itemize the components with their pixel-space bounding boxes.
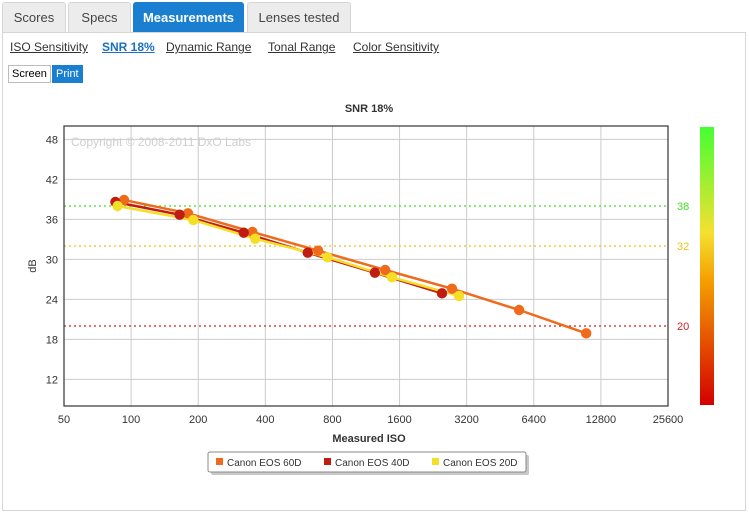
- screen-view-button[interactable]: Screen: [8, 65, 51, 83]
- tab-scores[interactable]: Scores: [2, 2, 66, 32]
- chart-title: SNR 18%: [345, 103, 394, 115]
- subnav-dynamic-range[interactable]: Dynamic Range: [166, 40, 252, 54]
- y-tick-label: 12: [46, 374, 58, 386]
- quality-color-scale: [700, 127, 714, 405]
- y-tick-label: 18: [46, 334, 58, 346]
- legend-entry: Canon EOS 20D: [443, 458, 518, 469]
- data-point-0: [312, 245, 324, 256]
- y-tick-label: 30: [46, 254, 58, 266]
- data-point-1: [436, 288, 448, 299]
- subnav-tonal-range[interactable]: Tonal Range: [268, 40, 336, 54]
- data-point-0: [446, 283, 458, 294]
- data-point-1: [174, 209, 185, 220]
- plot-area: [64, 126, 668, 406]
- data-point-1: [302, 247, 313, 258]
- legend-entry: Canon EOS 60D: [227, 458, 302, 469]
- x-tick-label: 400: [256, 414, 274, 426]
- x-axis-label: Measured ISO: [332, 433, 406, 445]
- y-tick-label: 36: [46, 214, 58, 226]
- tab-bar: Scores Specs Measurements Lenses tested: [0, 0, 749, 33]
- x-tick-label: 25600: [653, 414, 684, 426]
- reference-lines: 38 32 20: [64, 201, 689, 333]
- plot-frame: [63, 125, 669, 407]
- legend-box: [207, 451, 527, 473]
- x-tick-label: 50: [58, 414, 70, 426]
- reference-line-label: 38: [677, 201, 689, 213]
- data-point-2: [249, 233, 261, 244]
- data-point-1: [238, 227, 249, 238]
- legend-entry: Canon EOS 40D: [335, 458, 410, 469]
- subnav-color-sensitivity[interactable]: Color Sensitivity: [353, 40, 440, 54]
- reference-line-label: 20: [677, 321, 689, 333]
- data-point-2: [322, 252, 333, 263]
- x-tick-label: 6400: [522, 414, 546, 426]
- data-point-2: [386, 272, 398, 283]
- legend-swatch: [216, 458, 223, 465]
- x-tick-label: 200: [189, 414, 207, 426]
- data-point-2: [112, 200, 123, 212]
- subnav-snr-18[interactable]: SNR 18%: [102, 40, 155, 54]
- legend-swatch: [432, 458, 439, 465]
- y-tick-label: 48: [46, 134, 58, 146]
- data-point-1: [369, 267, 381, 278]
- subnav-iso-sensitivity[interactable]: ISO Sensitivity: [10, 40, 89, 54]
- reference-line-label: 32: [677, 241, 689, 253]
- tab-specs[interactable]: Specs: [68, 2, 131, 32]
- x-tick-label: 800: [323, 414, 341, 426]
- copyright-watermark: Copyright © 2008-2011 DxO Labs: [71, 135, 251, 149]
- data-point-0: [513, 304, 525, 316]
- legend: Canon EOS 60D Canon EOS 40D Canon EOS 20D: [207, 451, 529, 475]
- y-tick-label: 24: [46, 294, 58, 306]
- x-tick-label: 3200: [454, 414, 478, 426]
- y-axis-label: dB: [27, 259, 39, 272]
- y-axis-ticks: 12 18 24 30 36 42 48: [46, 134, 58, 386]
- tab-lenses-tested[interactable]: Lenses tested: [247, 2, 351, 32]
- data-point-2: [188, 214, 199, 226]
- x-tick-label: 1600: [387, 414, 411, 426]
- series-line-0: [123, 198, 587, 335]
- print-view-button[interactable]: Print: [52, 65, 83, 83]
- data-point-0: [380, 264, 391, 276]
- tab-measurements[interactable]: Measurements: [133, 2, 244, 32]
- data-series: [110, 194, 592, 339]
- data-point-0: [581, 328, 592, 339]
- x-axis-ticks: 50 100 200 400 800 1600 3200 6400 12800 25600: [58, 414, 683, 426]
- x-tick-label: 100: [122, 414, 140, 426]
- legend-swatch: [324, 458, 331, 465]
- x-tick-label: 12800: [586, 414, 617, 426]
- data-point-2: [453, 290, 465, 302]
- y-tick-label: 42: [46, 174, 58, 186]
